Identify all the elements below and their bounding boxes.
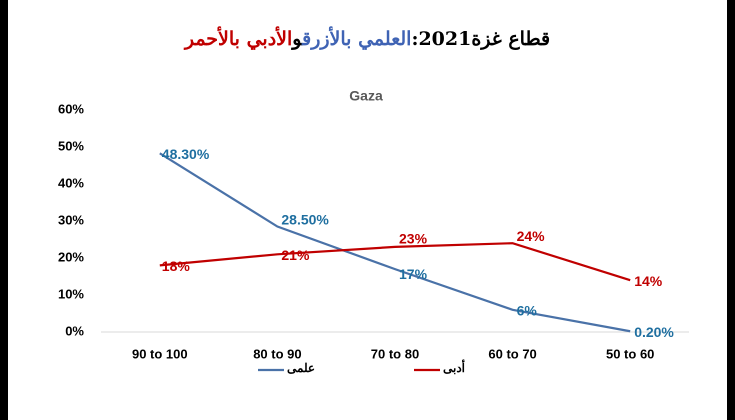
frame <box>8 0 727 420</box>
data-label: 6% <box>517 303 538 319</box>
y-tick-label: 40% <box>58 175 84 190</box>
x-tick-label: 90 to 100 <box>132 346 188 361</box>
x-tick-label: 50 to 60 <box>606 346 654 361</box>
y-tick-label: 20% <box>58 249 84 264</box>
chart-title: قطاع غزة2021:العلمي بالأزرقوالأدبي بالأح… <box>0 28 735 50</box>
data-label: 0.20% <box>634 324 674 340</box>
chart-subtitle: Gaza <box>349 88 383 104</box>
data-label: 28.50% <box>281 211 329 227</box>
data-label: 24% <box>517 228 546 244</box>
data-label: 14% <box>634 273 663 289</box>
y-tick-label: 0% <box>65 323 84 338</box>
y-tick-label: 60% <box>58 101 84 116</box>
series-line <box>159 152 631 333</box>
legend-label: أدبى <box>443 360 465 375</box>
title-segment: الأدبي بالأحمر <box>184 28 293 50</box>
title-segment: العلمي بالأزرق <box>302 28 412 50</box>
x-tick-label: 70 to 80 <box>371 346 419 361</box>
x-tick-label: 80 to 90 <box>253 346 301 361</box>
x-tick-label: 60 to 70 <box>488 346 536 361</box>
title-segment: قطاع غزة2021: <box>411 28 551 50</box>
title-segment: و <box>292 28 303 50</box>
data-label: 23% <box>399 231 428 247</box>
data-label: 48.30% <box>162 146 210 162</box>
y-tick-label: 10% <box>58 286 84 301</box>
data-label: 17% <box>399 266 428 282</box>
y-tick-label: 30% <box>58 212 84 227</box>
legend-label: علمى <box>287 361 315 375</box>
series-line <box>159 242 631 282</box>
data-label: 21% <box>281 247 310 263</box>
y-tick-label: 50% <box>58 138 84 153</box>
data-label: 18% <box>162 258 191 274</box>
